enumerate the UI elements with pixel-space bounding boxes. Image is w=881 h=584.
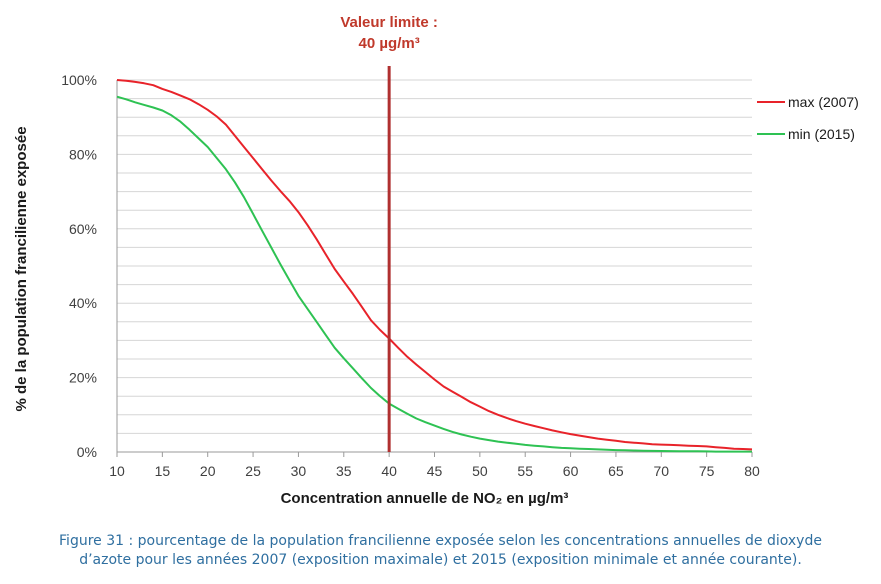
x-tick-label: 50 bbox=[472, 463, 488, 479]
limit-label-line-1: Valeur limite : bbox=[340, 14, 438, 31]
legend-label: min (2015) bbox=[788, 126, 855, 142]
y-tick-label: 20% bbox=[69, 370, 97, 386]
limit-label-line-2: 40 µg/m³ bbox=[359, 35, 420, 52]
y-axis-title: % de la population francilienne exposée bbox=[13, 126, 30, 411]
figure-caption: Figure 31 : pourcentage de la population… bbox=[0, 532, 881, 570]
x-tick-label: 45 bbox=[427, 463, 443, 479]
x-tick-label: 40 bbox=[381, 463, 397, 479]
y-tick-label: 40% bbox=[69, 295, 97, 311]
x-axis-title: Concentration annuelle de NO₂ en µg/m³ bbox=[281, 490, 569, 507]
y-tick-label: 60% bbox=[69, 221, 97, 237]
series-line-max-2007 bbox=[116, 79, 753, 451]
x-tick-label: 70 bbox=[653, 463, 669, 479]
x-tick-label: 65 bbox=[608, 463, 624, 479]
x-tick-label: 10 bbox=[109, 463, 125, 479]
x-tick-label: 15 bbox=[155, 463, 171, 479]
legend-label: max (2007) bbox=[788, 94, 859, 110]
x-tick-label: 25 bbox=[245, 463, 261, 479]
x-tick-label: 75 bbox=[699, 463, 715, 479]
x-tick-label: 20 bbox=[200, 463, 216, 479]
x-tick-label: 55 bbox=[517, 463, 533, 479]
x-tick-label: 80 bbox=[744, 463, 760, 479]
x-tick-label: 60 bbox=[563, 463, 579, 479]
y-tick-label: 100% bbox=[61, 72, 97, 88]
y-tick-label: 80% bbox=[69, 146, 97, 162]
caption-line-2: d’azote pour les années 2007 (exposition… bbox=[79, 552, 802, 568]
caption-line-1: Figure 31 : pourcentage de la population… bbox=[59, 533, 822, 549]
y-tick-label: 0% bbox=[77, 444, 97, 460]
x-tick-label: 30 bbox=[291, 463, 307, 479]
x-tick-label: 35 bbox=[336, 463, 352, 479]
series-line-min-2015 bbox=[116, 95, 752, 453]
